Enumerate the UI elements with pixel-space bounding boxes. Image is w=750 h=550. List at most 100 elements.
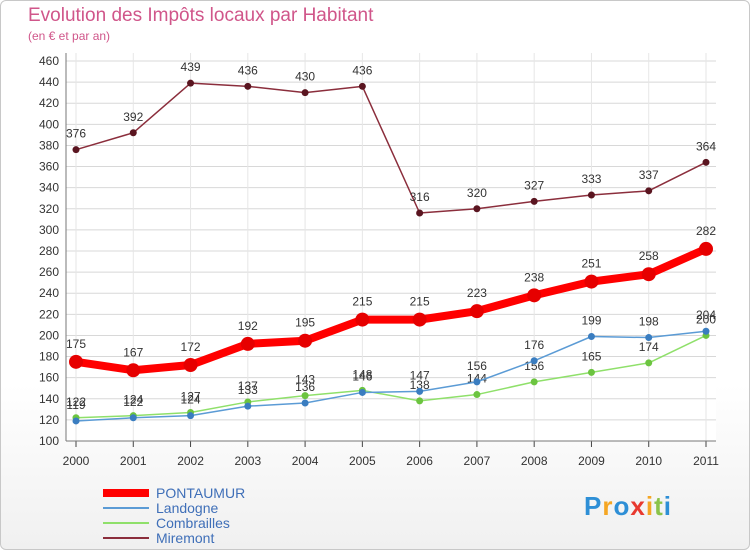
data-label-combrailles: 122 xyxy=(66,395,86,409)
data-label-landogne: 122 xyxy=(123,395,143,409)
logo-letter: i xyxy=(663,491,672,521)
data-label-combrailles: 138 xyxy=(410,378,430,392)
data-point-pontaumur xyxy=(641,267,656,282)
data-point-pontaumur xyxy=(584,274,599,289)
legend-label-pontaumur: PONTAUMUR xyxy=(156,485,245,501)
data-point-miremont xyxy=(244,82,252,90)
data-label-pontaumur: 215 xyxy=(352,295,372,309)
data-label-pontaumur: 215 xyxy=(410,295,430,309)
data-label-landogne: 124 xyxy=(181,393,201,407)
data-point-pontaumur xyxy=(183,358,198,372)
data-label-pontaumur: 167 xyxy=(123,345,143,359)
chart-title: Evolution des Impôts locaux par Habitant xyxy=(28,5,374,26)
data-point-pontaumur xyxy=(469,304,484,319)
data-point-combrailles xyxy=(587,368,595,376)
data-label-miremont: 430 xyxy=(295,70,315,84)
data-point-pontaumur xyxy=(527,288,542,303)
x-tick-label: 2006 xyxy=(406,454,433,468)
series-line-pontaumur xyxy=(75,245,708,375)
data-label-combrailles: 137 xyxy=(238,379,258,393)
y-tick-label: 280 xyxy=(39,244,59,258)
data-label-landogne: 147 xyxy=(410,368,430,382)
legend-label-miremont: Miremont xyxy=(156,530,214,546)
data-label-miremont: 436 xyxy=(238,63,258,77)
y-tick-label: 420 xyxy=(39,96,59,110)
x-tick-label: 2000 xyxy=(63,454,90,468)
data-point-miremont xyxy=(187,79,195,87)
data-label-combrailles: 165 xyxy=(581,349,601,363)
data-point-combrailles xyxy=(301,392,309,400)
data-label-combrailles: 124 xyxy=(123,393,143,407)
data-label-miremont: 439 xyxy=(181,60,201,74)
legend-label-combrailles: Combrailles xyxy=(156,515,230,531)
data-label-miremont: 337 xyxy=(639,168,659,182)
data-label-miremont: 327 xyxy=(524,178,544,192)
data-point-miremont xyxy=(72,146,80,154)
data-point-landogne xyxy=(473,378,481,386)
data-label-pontaumur: 282 xyxy=(696,224,716,238)
data-point-landogne xyxy=(72,417,80,425)
data-point-landogne xyxy=(645,334,653,342)
series-line-combrailles xyxy=(75,334,707,419)
x-tick-label: 2004 xyxy=(292,454,319,468)
data-label-pontaumur: 258 xyxy=(639,249,659,263)
data-point-combrailles xyxy=(473,391,481,399)
chart-subtitle: (en € et par an) xyxy=(28,29,111,43)
x-tick-label: 2009 xyxy=(578,454,605,468)
data-point-miremont xyxy=(530,197,538,205)
data-point-combrailles xyxy=(645,359,653,367)
data-label-miremont: 436 xyxy=(352,63,372,77)
data-point-miremont xyxy=(587,191,595,199)
data-point-pontaumur xyxy=(240,336,255,351)
data-point-miremont xyxy=(416,209,424,217)
y-tick-label: 340 xyxy=(39,181,59,195)
data-point-landogne xyxy=(358,388,366,396)
y-tick-label: 140 xyxy=(39,392,59,406)
data-point-miremont xyxy=(129,129,137,137)
data-label-miremont: 316 xyxy=(410,190,430,204)
series-line-landogne xyxy=(75,330,707,422)
data-label-combrailles: 200 xyxy=(696,312,716,326)
data-point-combrailles xyxy=(416,397,424,405)
data-point-landogne xyxy=(301,399,309,407)
data-point-landogne xyxy=(416,387,424,395)
data-label-miremont: 333 xyxy=(581,172,601,186)
data-label-combrailles: 148 xyxy=(352,367,372,381)
data-point-pontaumur xyxy=(298,333,313,348)
series-line-miremont xyxy=(75,82,707,214)
logo-letter: o xyxy=(613,491,631,521)
data-point-pontaumur xyxy=(412,312,427,327)
data-label-pontaumur: 192 xyxy=(238,319,258,333)
logo-letter: r xyxy=(602,491,614,521)
y-tick-label: 240 xyxy=(39,286,59,300)
data-point-pontaumur xyxy=(126,363,141,378)
y-tick-label: 160 xyxy=(39,371,59,385)
y-tick-label: 100 xyxy=(39,434,59,448)
data-label-pontaumur: 251 xyxy=(581,257,601,271)
data-point-landogne xyxy=(530,357,538,365)
legend-label-landogne: Landogne xyxy=(156,500,219,516)
data-label-pontaumur: 172 xyxy=(181,340,201,354)
data-point-landogne xyxy=(244,402,252,410)
plot-area xyxy=(66,53,716,441)
y-tick-label: 220 xyxy=(39,307,59,321)
data-label-landogne: 119 xyxy=(66,398,85,412)
logo-letter: x xyxy=(630,491,646,521)
data-label-pontaumur: 238 xyxy=(524,270,544,284)
data-label-landogne: 199 xyxy=(581,314,601,328)
y-tick-label: 260 xyxy=(39,265,59,279)
data-point-miremont xyxy=(358,82,366,90)
y-tick-label: 380 xyxy=(39,138,59,152)
data-label-miremont: 392 xyxy=(123,110,143,124)
x-tick-label: 2001 xyxy=(120,454,147,468)
logo-letter: i xyxy=(645,491,655,521)
y-tick-label: 440 xyxy=(39,75,59,89)
data-point-miremont xyxy=(301,89,309,97)
y-tick-label: 200 xyxy=(39,328,59,342)
data-label-miremont: 320 xyxy=(467,186,487,200)
data-label-landogne: 156 xyxy=(467,359,487,373)
data-point-miremont xyxy=(702,158,710,166)
x-tick-label: 2010 xyxy=(635,454,662,468)
